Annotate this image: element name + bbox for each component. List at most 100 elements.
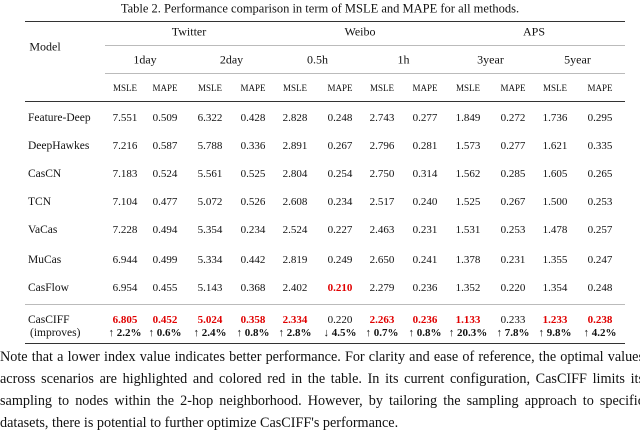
cell: 0.509 — [152, 112, 178, 124]
metric-header: MSLE — [282, 83, 308, 93]
cell: 1.562 — [455, 168, 481, 180]
cell: 5.024 — [197, 314, 223, 326]
subgroup-header: 0.5h — [307, 52, 328, 67]
metric-header: MSLE — [542, 83, 568, 93]
cell: 1.621 — [542, 140, 568, 152]
metric-header: MAPE — [327, 83, 353, 93]
cell: 6.322 — [197, 112, 223, 124]
cell: 2.743 — [369, 112, 395, 124]
cell: 0.295 — [587, 112, 613, 124]
model-name: CasFlow — [28, 282, 69, 294]
cell: 0.499 — [152, 254, 178, 266]
cell: 6.954 — [112, 282, 138, 294]
improvement: ↑ 7.8% — [496, 327, 530, 339]
cell: 0.240 — [412, 196, 438, 208]
improvement: ↓ 4.5% — [323, 327, 357, 339]
cell: 6.944 — [112, 254, 138, 266]
cell: 1.605 — [542, 168, 568, 180]
cell: 5.561 — [197, 168, 223, 180]
cell: 0.231 — [412, 224, 438, 236]
cell: 0.265 — [587, 168, 613, 180]
model-name: MuCas — [28, 254, 62, 266]
cell: 5.788 — [197, 140, 223, 152]
cell: 5.143 — [197, 282, 223, 294]
metric-header: MAPE — [587, 83, 613, 93]
cell: 0.236 — [412, 282, 438, 294]
cell: 7.216 — [112, 140, 138, 152]
cell: 2.750 — [369, 168, 395, 180]
cell: 7.228 — [112, 224, 138, 236]
cell: 0.477 — [152, 196, 178, 208]
cell: 2.804 — [282, 168, 308, 180]
improvement: ↑ 4.2% — [583, 327, 617, 339]
cell: 1.233 — [542, 314, 568, 326]
cell: 0.249 — [327, 254, 353, 266]
bottom-rule — [25, 343, 625, 344]
metric-header: MSLE — [455, 83, 481, 93]
cell: 0.335 — [587, 140, 613, 152]
improvement: ↑ 2.2% — [108, 327, 142, 339]
improvement: ↑ 0.8% — [236, 327, 270, 339]
cell: 0.526 — [240, 196, 266, 208]
cell: 0.234 — [240, 224, 266, 236]
metric-header: MAPE — [152, 83, 178, 93]
cell: 0.285 — [500, 168, 526, 180]
subgroup-header: 3year — [477, 52, 504, 67]
caption: Table 2. Performance comparison in term … — [120, 1, 520, 16]
metric-header: MSLE — [112, 83, 138, 93]
cell: 7.104 — [112, 196, 138, 208]
cell: 5.334 — [197, 254, 223, 266]
cell: 0.494 — [152, 224, 178, 236]
cell: 0.524 — [152, 168, 178, 180]
cell: 2.796 — [369, 140, 395, 152]
metric-header: MSLE — [369, 83, 395, 93]
metric-header: MAPE — [500, 83, 526, 93]
model-header: Model — [29, 39, 61, 54]
cell: 0.253 — [500, 224, 526, 236]
improves-label: (improves) — [30, 327, 81, 339]
cell: 0.231 — [500, 254, 526, 266]
group-header: Weibo — [344, 24, 376, 39]
cell: 2.463 — [369, 224, 395, 236]
cell: 0.272 — [500, 112, 526, 124]
cell: 0.281 — [412, 140, 438, 152]
cell: 2.650 — [369, 254, 395, 266]
cell: 1.354 — [542, 282, 568, 294]
group-header: APS — [522, 24, 546, 39]
cell: 0.267 — [327, 140, 353, 152]
cell: 2.524 — [282, 224, 308, 236]
cell: 7.183 — [112, 168, 138, 180]
cell: 0.248 — [587, 282, 613, 294]
cell: 1.736 — [542, 112, 568, 124]
cell: 0.525 — [240, 168, 266, 180]
model-name: CasCN — [28, 168, 62, 180]
model-name: VaCas — [28, 224, 58, 236]
cell: 2.608 — [282, 196, 308, 208]
cell: 1.378 — [455, 254, 481, 266]
cell: 7.551 — [112, 112, 138, 124]
cell: 2.828 — [282, 112, 308, 124]
cell: 0.277 — [412, 112, 438, 124]
improvement: ↑ 9.8% — [538, 327, 572, 339]
cell: 1.133 — [455, 314, 481, 326]
cell: 0.236 — [412, 314, 438, 326]
cell: 2.279 — [369, 282, 395, 294]
cell: 0.257 — [587, 224, 613, 236]
model-name: TCN — [28, 196, 51, 208]
model-name: CasCIFF — [28, 314, 70, 326]
rule — [25, 101, 625, 102]
cell: 2.891 — [282, 140, 308, 152]
cell: 0.452 — [152, 314, 178, 326]
cell: 6.805 — [112, 314, 138, 326]
cell: 0.314 — [412, 168, 438, 180]
cell: 1.531 — [455, 224, 481, 236]
improvement: ↑ 2.8% — [278, 327, 312, 339]
cell: 0.241 — [412, 254, 438, 266]
improvement: ↑ 0.6% — [148, 327, 182, 339]
cell: 1.525 — [455, 196, 481, 208]
cell: 5.072 — [197, 196, 223, 208]
improvement: ↑ 2.4% — [193, 327, 227, 339]
cell: 5.354 — [197, 224, 223, 236]
cell: 1.500 — [542, 196, 568, 208]
